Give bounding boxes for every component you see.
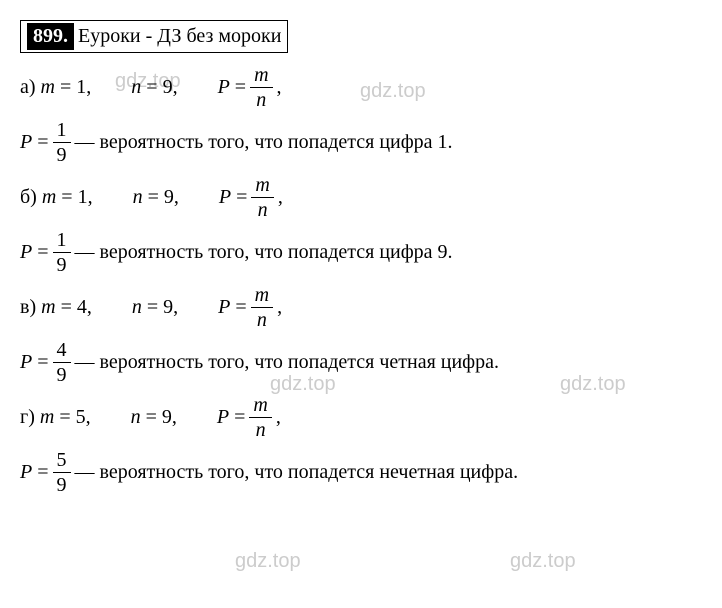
problem-title-box: 899. Еуроки - ДЗ без мороки <box>20 20 288 53</box>
var-n: n <box>133 186 143 209</box>
equals: = <box>147 296 158 319</box>
result-den: 9 <box>53 253 71 275</box>
result-num: 1 <box>53 230 71 253</box>
part-b-given: б) m = 1, n = 9, P = m n , <box>20 175 702 220</box>
equals: = <box>37 351 48 374</box>
part-a-label: а) <box>20 76 36 99</box>
var-P: P <box>20 461 32 484</box>
var-P: P <box>20 241 32 264</box>
result-num: 4 <box>53 340 71 363</box>
equals: = <box>146 406 157 429</box>
result-den: 9 <box>53 143 71 165</box>
problem-header: 899. Еуроки - ДЗ без мороки <box>20 20 702 53</box>
equals: = <box>235 76 246 99</box>
var-n: n <box>131 76 141 99</box>
var-m: m <box>41 296 55 319</box>
fraction-formula: m n <box>251 285 273 330</box>
var-P: P <box>219 186 231 209</box>
n-value: 9, <box>162 406 177 429</box>
m-value: 5, <box>76 406 91 429</box>
equals: = <box>37 241 48 264</box>
equals: = <box>235 296 246 319</box>
frac-den: n <box>254 198 272 220</box>
equals: = <box>37 461 48 484</box>
var-P: P <box>218 296 230 319</box>
var-m: m <box>41 76 55 99</box>
var-m: m <box>42 186 56 209</box>
var-n: n <box>131 406 141 429</box>
comma: , <box>276 406 281 429</box>
var-P: P <box>218 76 230 99</box>
var-P: P <box>20 131 32 154</box>
m-value: 1, <box>78 186 93 209</box>
equals: = <box>59 406 70 429</box>
frac-den: n <box>252 418 270 440</box>
part-g-given: г) m = 5, n = 9, P = m n , <box>20 395 702 440</box>
part-v-result: P = 4 9 — вероятность того, что попадетс… <box>20 340 702 385</box>
description: — вероятность того, что попадется цифра … <box>75 241 453 264</box>
m-value: 1, <box>76 76 91 99</box>
var-m: m <box>40 406 54 429</box>
part-v-given: в) m = 4, n = 9, P = m n , <box>20 285 702 330</box>
fraction-result: 1 9 <box>53 120 71 165</box>
var-P: P <box>217 406 229 429</box>
frac-num: m <box>250 65 272 88</box>
var-P: P <box>20 351 32 374</box>
fraction-formula: m n <box>250 65 272 110</box>
n-value: 9, <box>164 186 179 209</box>
equals: = <box>61 296 72 319</box>
m-value: 4, <box>77 296 92 319</box>
part-g-label: г) <box>20 406 35 429</box>
frac-den: n <box>253 308 271 330</box>
equals: = <box>148 186 159 209</box>
description: — вероятность того, что попадется нечетн… <box>75 461 519 484</box>
fraction-result: 1 9 <box>53 230 71 275</box>
comma: , <box>277 296 282 319</box>
problem-title: Еуроки - ДЗ без мороки <box>78 25 281 48</box>
comma: , <box>277 76 282 99</box>
part-a-given: а) m = 1, n = 9, P = m n , <box>20 65 702 110</box>
n-value: 9, <box>163 76 178 99</box>
part-a-result: P = 1 9 — вероятность того, что попадетс… <box>20 120 702 165</box>
equals: = <box>61 186 72 209</box>
fraction-formula: m n <box>249 395 271 440</box>
description: — вероятность того, что попадется четная… <box>75 351 500 374</box>
n-value: 9, <box>163 296 178 319</box>
document-container: 899. Еуроки - ДЗ без мороки а) m = 1, n … <box>20 20 702 495</box>
part-b-label: б) <box>20 186 37 209</box>
watermark-text: gdz.top <box>510 550 576 573</box>
part-g-result: P = 5 9 — вероятность того, что попадетс… <box>20 450 702 495</box>
equals: = <box>234 406 245 429</box>
part-v-label: в) <box>20 296 36 319</box>
equals: = <box>37 131 48 154</box>
problem-number: 899. <box>27 23 74 50</box>
equals: = <box>146 76 157 99</box>
result-num: 5 <box>53 450 71 473</box>
var-n: n <box>132 296 142 319</box>
frac-den: n <box>252 88 270 110</box>
result-den: 9 <box>53 363 71 385</box>
frac-num: m <box>251 285 273 308</box>
equals: = <box>236 186 247 209</box>
result-num: 1 <box>53 120 71 143</box>
watermark-text: gdz.top <box>235 550 301 573</box>
equals: = <box>60 76 71 99</box>
comma: , <box>278 186 283 209</box>
frac-num: m <box>251 175 273 198</box>
fraction-result: 4 9 <box>53 340 71 385</box>
part-b-result: P = 1 9 — вероятность того, что попадетс… <box>20 230 702 275</box>
frac-num: m <box>249 395 271 418</box>
fraction-formula: m n <box>251 175 273 220</box>
result-den: 9 <box>53 473 71 495</box>
fraction-result: 5 9 <box>53 450 71 495</box>
content: а) m = 1, n = 9, P = m n , P = 1 9 — вер… <box>20 65 702 495</box>
description: — вероятность того, что попадется цифра … <box>75 131 453 154</box>
